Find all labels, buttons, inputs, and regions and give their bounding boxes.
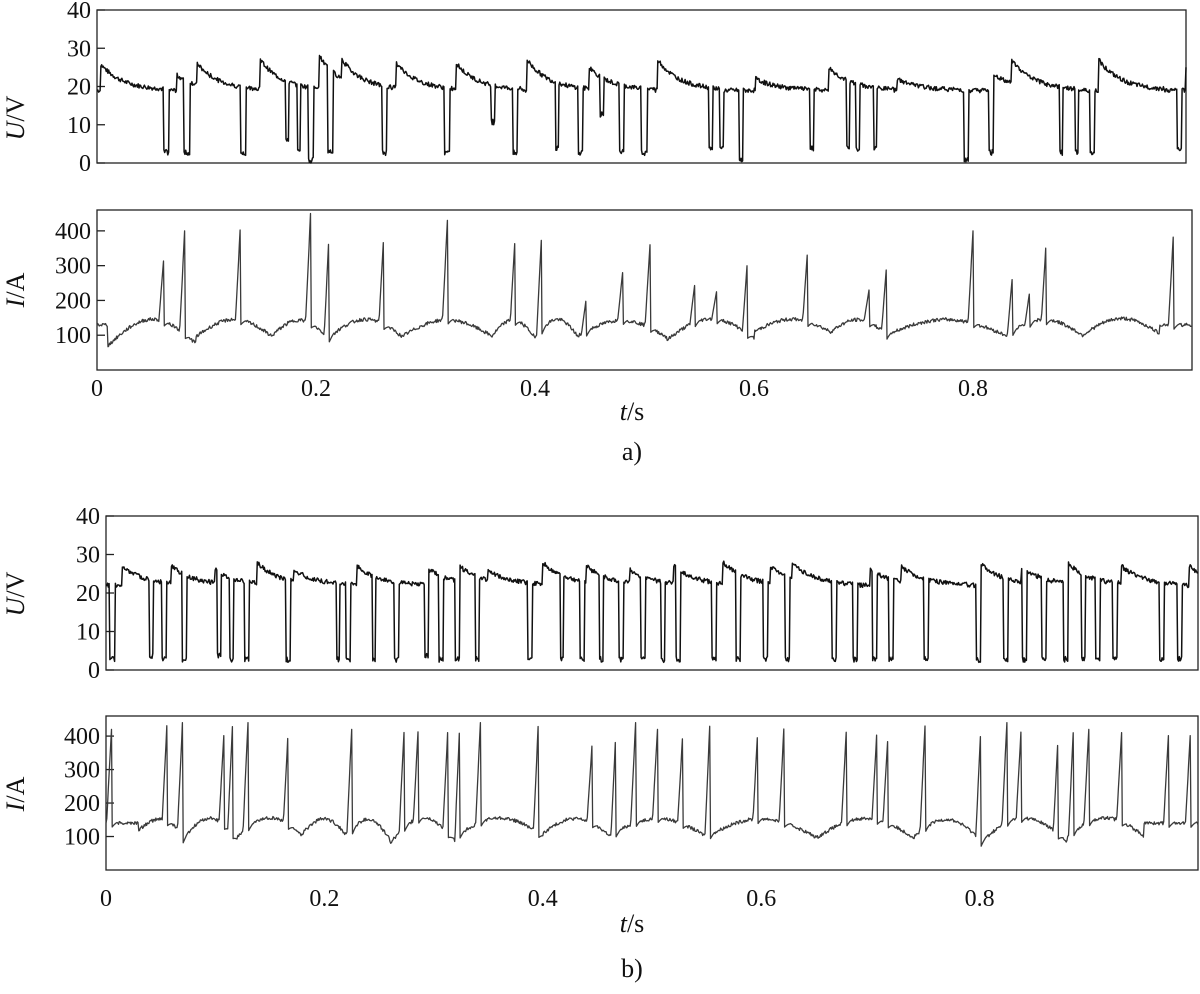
x-axis-label-a: t/s: [620, 397, 645, 426]
a-voltage-ytick-label: 0: [79, 151, 91, 177]
a-current-frame: [96, 209, 1193, 371]
a-voltage-ytick-label: 20: [67, 75, 91, 101]
x-axis-label-b: t/s: [620, 909, 645, 938]
x-tick-label: 0.8: [965, 886, 995, 912]
a-current-trace: [96, 212, 1193, 348]
b-voltage-ytick-label: 30: [76, 543, 100, 569]
figure-a: 0 10 20 30 40 U/V 100 200 300 400 I/A 0 0.2 0.4 0.…: [1, 0, 1193, 466]
b-current-ytick-label: 400: [64, 724, 100, 750]
panel-b-current: 100 200 300 400: [64, 715, 1199, 871]
a-current-ytick-label: 300: [55, 254, 91, 280]
x-tick-label: 0.6: [739, 376, 769, 402]
panel-b-current-ylabel: I/A: [1, 776, 30, 812]
panel-a-voltage: 0 10 20 30 40: [67, 0, 1187, 177]
a-voltage-ytick-label: 10: [67, 113, 91, 139]
b-current-trace: [105, 721, 1199, 847]
b-current-frame: [105, 715, 1199, 871]
panel-a-current-ylabel: I/A: [1, 272, 30, 308]
b-voltage-trace: [106, 560, 1199, 664]
panel-a-voltage-ylabel: U/V: [1, 95, 30, 140]
b-voltage-ytick-label: 40: [76, 504, 100, 530]
x-tick-label: 0.6: [746, 886, 776, 912]
caption-b: b): [621, 954, 643, 983]
x-tick-label: 0.2: [309, 886, 339, 912]
x-tick-label: 0.4: [528, 886, 558, 912]
b-voltage-ytick-label: 10: [76, 620, 100, 646]
a-current-ytick-label: 100: [55, 323, 91, 349]
x-tick-label: 0: [100, 886, 112, 912]
b-current-ytick-label: 300: [64, 758, 100, 784]
b-voltage-frame: [105, 515, 1199, 671]
panel-a-current: 100 200 300 400: [55, 209, 1193, 371]
x-tick-label: 0.8: [958, 376, 988, 402]
b-voltage-ytick-label: 20: [76, 581, 100, 607]
b-current-ytick-label: 100: [64, 825, 100, 851]
x-tick-label: 0: [91, 376, 103, 402]
x-tick-label: 0.2: [301, 376, 331, 402]
a-voltage-trace: [96, 54, 1187, 164]
panel-b-voltage: 0 10 20 30 40: [76, 504, 1199, 684]
figure-b: 0 10 20 30 40 U/V 100 200 300 400 I/A 0 0.2 0.4 0.…: [1, 504, 1199, 983]
b-current-ytick-label: 200: [64, 791, 100, 817]
x-tick-label: 0.4: [520, 376, 550, 402]
a-current-ytick-label: 400: [55, 219, 91, 245]
a-current-ytick-label: 200: [55, 288, 91, 314]
x-tick-labels-a: 0 0.2 0.4 0.6 0.8: [91, 376, 988, 402]
panel-b-voltage-ylabel: U/V: [1, 571, 30, 616]
a-voltage-ytick-label: 40: [67, 0, 91, 24]
caption-a: a): [622, 437, 642, 466]
b-voltage-ytick-label: 0: [88, 658, 100, 684]
a-voltage-ytick-label: 30: [67, 36, 91, 62]
x-tick-labels-b: 0 0.2 0.4 0.6 0.8: [100, 886, 995, 912]
